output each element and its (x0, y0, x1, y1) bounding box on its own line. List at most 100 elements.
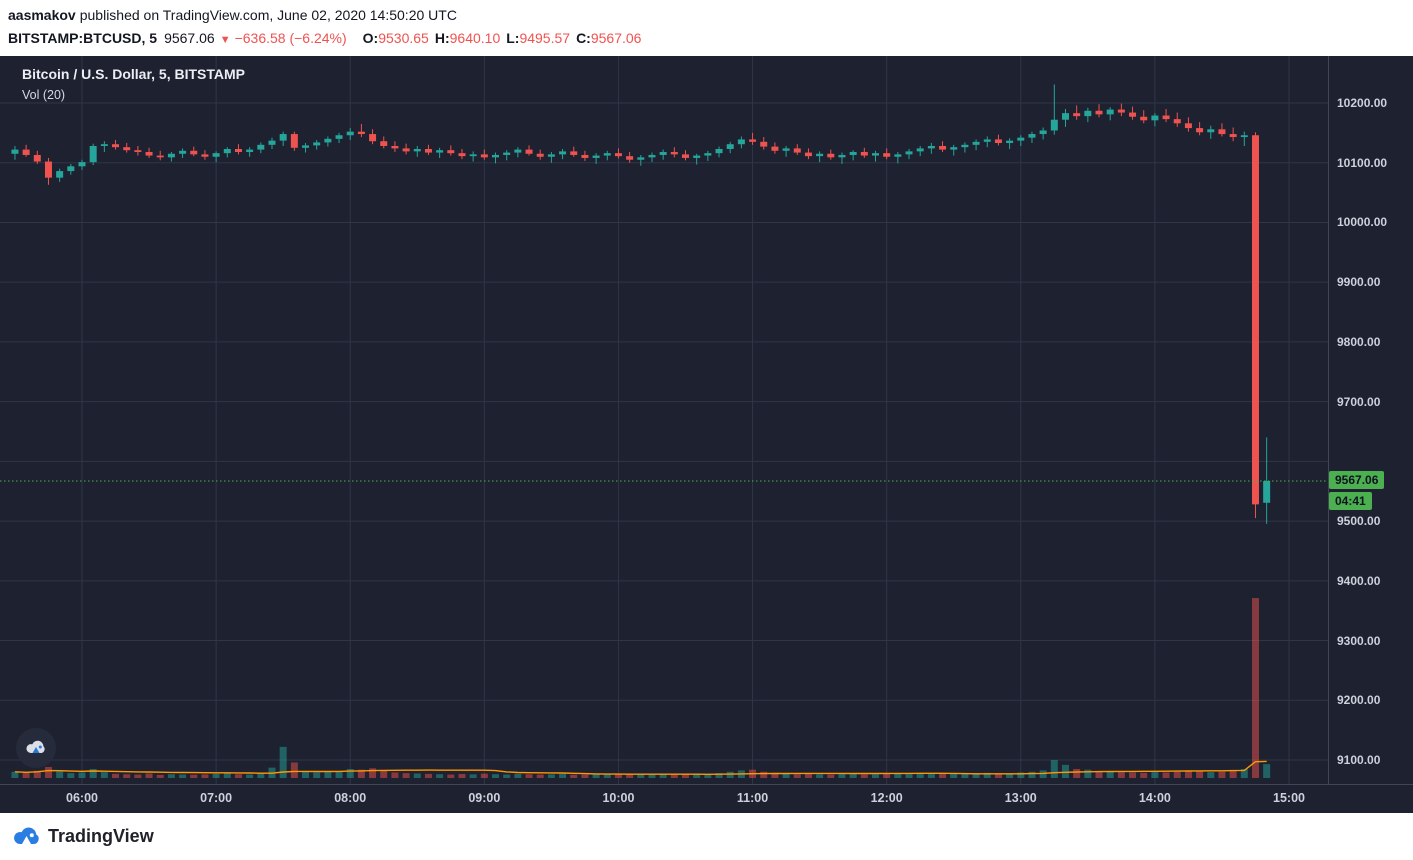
candle-14:35[interactable] (1229, 127, 1237, 142)
candle-08:30[interactable] (413, 146, 421, 157)
candle-14:10[interactable] (1173, 112, 1181, 127)
candle-10:50[interactable] (726, 141, 734, 154)
candle-06:10[interactable] (100, 141, 108, 152)
candle-09:00[interactable] (480, 149, 488, 160)
candle-11:50[interactable] (860, 147, 868, 158)
candle-13:05[interactable] (1028, 131, 1036, 144)
candle-07:40[interactable] (302, 143, 310, 153)
candle-06:15[interactable] (112, 140, 120, 150)
candle-11:10[interactable] (771, 142, 779, 154)
candle-12:25[interactable] (939, 141, 947, 152)
candle-05:40[interactable] (33, 150, 41, 164)
candle-10:45[interactable] (715, 146, 723, 158)
candle-08:20[interactable] (391, 141, 399, 152)
candle-11:20[interactable] (793, 144, 801, 155)
candle-07:55[interactable] (335, 132, 343, 144)
candle-05:50[interactable] (56, 168, 64, 182)
candle-06:30[interactable] (145, 147, 153, 158)
candle-08:40[interactable] (436, 147, 444, 158)
candle-12:05[interactable] (894, 151, 902, 164)
candle-05:55[interactable] (67, 163, 75, 175)
candle-13:55[interactable] (1140, 110, 1148, 124)
footer-brand-text[interactable]: TradingView (48, 825, 154, 846)
candle-12:30[interactable] (950, 144, 958, 156)
candle-07:20[interactable] (257, 142, 265, 154)
candle-13:50[interactable] (1129, 106, 1137, 120)
candle-09:25[interactable] (536, 149, 544, 160)
candle-07:30[interactable] (279, 131, 287, 147)
candle-13:15[interactable] (1050, 84, 1058, 135)
candle-06:40[interactable] (167, 151, 175, 162)
candle-09:10[interactable] (503, 150, 511, 161)
candle-11:15[interactable] (782, 146, 790, 157)
candle-09:20[interactable] (525, 145, 533, 156)
candle-10:00[interactable] (614, 148, 622, 159)
candle-12:40[interactable] (972, 139, 980, 151)
candle-11:35[interactable] (827, 149, 835, 160)
candle-11:55[interactable] (871, 150, 879, 162)
candle-13:40[interactable] (1106, 107, 1114, 121)
candles-layer[interactable] (11, 84, 1271, 524)
candle-08:55[interactable] (469, 151, 477, 162)
candle-12:55[interactable] (1006, 138, 1014, 149)
candle-06:50[interactable] (190, 146, 198, 157)
candle-10:30[interactable] (682, 150, 690, 161)
candle-13:45[interactable] (1117, 103, 1125, 117)
candle-11:45[interactable] (849, 150, 857, 161)
candle-09:50[interactable] (592, 153, 600, 164)
candle-13:10[interactable] (1039, 127, 1047, 140)
candle-07:10[interactable] (234, 144, 242, 155)
time-axis[interactable]: 06:00 07:00 08:00 09:00 10:00 11:00 12:00 13:00… (0, 784, 1413, 813)
candle-07:50[interactable] (324, 136, 332, 147)
candle-07:00[interactable] (212, 151, 220, 163)
candle-14:15[interactable] (1184, 117, 1192, 132)
candle-06:35[interactable] (156, 150, 164, 161)
chart-area[interactable]: Bitcoin / U.S. Dollar, 5, BITSTAMP Vol (… (0, 56, 1413, 813)
candle-09:55[interactable] (603, 150, 611, 161)
candle-10:40[interactable] (704, 150, 712, 161)
candle-08:15[interactable] (380, 136, 388, 149)
candle-09:35[interactable] (559, 148, 567, 160)
candle-13:30[interactable] (1084, 107, 1092, 123)
candle-10:35[interactable] (693, 153, 701, 165)
candle-08:25[interactable] (402, 143, 410, 155)
candle-08:00[interactable] (346, 128, 354, 141)
candle-06:55[interactable] (201, 150, 209, 160)
candle-06:05[interactable] (89, 143, 97, 166)
candle-09:05[interactable] (492, 152, 500, 164)
candle-06:00[interactable] (78, 159, 86, 170)
candle-07:15[interactable] (246, 147, 254, 157)
tradingview-logo-icon[interactable] (12, 822, 40, 850)
candle-13:20[interactable] (1061, 108, 1069, 127)
candle-09:45[interactable] (581, 150, 589, 161)
candle-14:40[interactable] (1240, 131, 1248, 147)
candle-05:45[interactable] (44, 157, 52, 185)
candle-10:55[interactable] (737, 136, 745, 149)
candle-11:00[interactable] (749, 132, 757, 145)
candle-11:40[interactable] (838, 152, 846, 164)
candle-06:45[interactable] (179, 148, 187, 158)
candle-08:10[interactable] (369, 129, 377, 145)
candle-09:15[interactable] (514, 147, 522, 158)
candle-07:45[interactable] (313, 140, 321, 150)
candle-14:50[interactable] (1263, 437, 1271, 524)
candle-12:20[interactable] (927, 143, 935, 154)
candle-12:50[interactable] (994, 134, 1002, 146)
candle-08:45[interactable] (447, 145, 455, 156)
candle-08:50[interactable] (458, 148, 466, 160)
tradingview-watermark-logo[interactable] (16, 728, 56, 768)
candle-14:45[interactable] (1251, 132, 1259, 519)
candle-11:25[interactable] (804, 148, 812, 160)
candle-10:10[interactable] (637, 154, 645, 166)
candle-11:05[interactable] (760, 137, 768, 150)
price-axis[interactable]: 10200.00 10100.00 10000.00 9900.00 9800.00 97… (1328, 56, 1413, 784)
candle-07:05[interactable] (223, 147, 231, 158)
candle-10:20[interactable] (659, 149, 667, 160)
candle-10:05[interactable] (626, 151, 634, 163)
candle-14:30[interactable] (1218, 123, 1226, 137)
candle-14:25[interactable] (1207, 125, 1215, 139)
candle-09:30[interactable] (547, 151, 555, 163)
candle-06:25[interactable] (134, 146, 142, 156)
candle-11:30[interactable] (816, 151, 824, 163)
candle-09:40[interactable] (570, 146, 578, 157)
